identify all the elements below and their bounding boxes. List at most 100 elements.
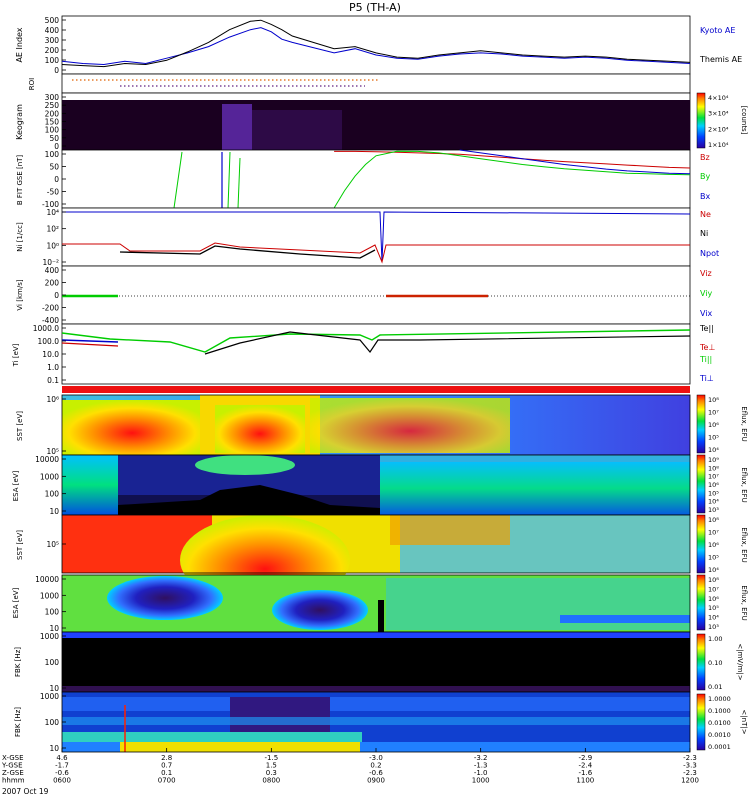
y-tick-label: 10⁵ <box>46 540 59 549</box>
bfit-by-spike-3 <box>237 157 241 209</box>
x-axis-tick-label: 1.5 <box>266 762 277 770</box>
y-tick-label: -100 <box>42 200 59 209</box>
bfit-frame <box>61 149 691 209</box>
colorbar-tick-label: 10⁷ <box>708 409 719 417</box>
ae-series-1 <box>61 19 691 68</box>
sst2-colorbar-unit: Eflux, EFU <box>740 527 748 562</box>
fbk1-bottom-band <box>62 686 690 692</box>
y-tick-label: 0 <box>54 142 59 151</box>
legend-ni: Ni <box>700 229 708 238</box>
y-tick-label: 100.0 <box>38 337 60 346</box>
legend-themis-ae: Themis AE <box>699 55 742 64</box>
x-axis-tick-label: 0.3 <box>266 769 277 777</box>
legend-npot: Npot <box>700 249 719 258</box>
fbk2-ylabel: FBK [Hz] <box>14 707 22 737</box>
y-tick-label: 0 <box>54 66 59 75</box>
fbk1-colorbar-ticks: 1.00 0.10 0.01 <box>708 635 722 691</box>
keogram-colorbar-ticks: 4×10⁴ 3×10⁴ 2×10⁴ 1×10⁴ <box>708 94 729 149</box>
ti-ylabel: Ti [eV] <box>12 343 20 367</box>
y-tick-label: 1000 <box>40 632 59 641</box>
y-tick-label: 200 <box>45 46 60 55</box>
legend-bz: Bz <box>700 153 710 162</box>
colorbar-tick-label: 10⁴ <box>708 614 719 622</box>
legend-tepar: Te|| <box>699 324 714 333</box>
x-axis-tick-label: 0.7 <box>161 762 172 770</box>
colorbar-tick-label: 0.0100 <box>708 719 731 727</box>
fbk2-colorbar-ticks: 1.0000 0.1000 0.0100 0.0010 0.0001 <box>708 695 731 751</box>
colorbar-tick-label: 0.10 <box>708 659 722 667</box>
y-tick-label: -200 <box>42 304 59 313</box>
fbk2-panel: 1000 100 10 FBK [Hz] 1.0000 0.1000 0.0100 0.0… <box>14 691 748 753</box>
x-axis-row-label: Y-GSE <box>1 762 23 770</box>
sst1-band-early <box>62 400 202 455</box>
legend-viy: Viy <box>700 289 713 298</box>
bfit-by-spike-2 <box>227 151 231 209</box>
ti-panel: 1000.0 100.0 10.0 1.0 0.1 Ti [eV] Te|| Te⊥ T… <box>12 323 715 385</box>
vi-frame <box>61 265 691 325</box>
ae-series-group <box>61 19 691 68</box>
colorbar-tick-label: 10⁸ <box>708 396 719 404</box>
colorbar-tick-label: 10⁴ <box>708 446 719 454</box>
y-tick-label: 250 <box>45 101 60 110</box>
legend-teperp: Te⊥ <box>699 343 715 352</box>
x-axis-tick-label: 2.8 <box>161 754 172 762</box>
ti-frame <box>61 323 691 385</box>
colorbar-tick-label: 0.1000 <box>708 707 731 715</box>
esa2-colorbar <box>696 574 706 631</box>
keogram-colorbar <box>696 92 706 149</box>
x-axis-tick-label: -3.0 <box>369 754 383 762</box>
ti-tepar-line <box>204 331 691 355</box>
ni-ylabel: Ni [1/cc] <box>16 222 24 252</box>
sst1-colorbar <box>696 394 706 454</box>
legend-kyoto-ae: Kyoto AE <box>700 26 735 35</box>
ni-frame <box>61 207 691 267</box>
fbk2-colorbar <box>696 693 706 751</box>
y-tick-label: 100 <box>45 490 60 499</box>
keogram-aurora-faint <box>252 110 342 150</box>
esa1-y-ticks: 10000 1000 100 10 <box>35 455 66 516</box>
x-axis-tick-label: -2.3 <box>683 754 697 762</box>
x-axis-tick-label: 0700 <box>158 777 176 785</box>
fbk2-low-band <box>62 732 362 742</box>
fbk2-mid-band <box>62 717 690 725</box>
y-tick-label: 100 <box>45 658 60 667</box>
vi-y-ticks: 400 200 0 -200 -400 <box>42 266 66 325</box>
colorbar-tick-label: 10⁵ <box>708 489 719 497</box>
sst2-colorbar-ticks: 10⁸ 10⁷ 10⁶ 10⁵ 10⁴ <box>708 516 719 574</box>
y-tick-label: 1000 <box>40 692 59 701</box>
y-tick-label: 10² <box>46 225 59 234</box>
ae-ylabel: AE Index <box>15 27 24 62</box>
ni-panel: 10⁴ 10² 10⁰ 10⁻² Ni [1/cc] Ne Ni Npot <box>16 207 719 267</box>
keogram-ylabel: Keogram <box>15 104 24 140</box>
fbk1-top-band <box>62 632 690 638</box>
x-axis-tick-label: 1000 <box>472 777 490 785</box>
y-tick-label: 200 <box>45 279 60 288</box>
colorbar-tick-label: 1×10⁴ <box>708 141 729 149</box>
esa1-late <box>380 462 690 515</box>
y-tick-label: 0.1 <box>47 376 59 385</box>
bfit-series-2 <box>459 149 691 175</box>
x-axis-tick-label: -0.6 <box>55 769 69 777</box>
keogram-colorbar-unit: [counts] <box>740 106 748 135</box>
roi-ylabel: ROI <box>28 78 36 90</box>
vi-panel: 400 200 0 -200 -400 Vi [km/s] Viz Viy Vix <box>16 265 713 325</box>
y-tick-label: 10 <box>49 744 59 753</box>
bfit-series-1 <box>333 150 691 209</box>
bfit-series-group <box>333 149 691 209</box>
y-tick-label: -400 <box>42 316 59 325</box>
fbk2-colorbar-unit: <|nT|> <box>740 709 748 734</box>
ae-series-0 <box>61 27 691 66</box>
legend-by: By <box>700 172 710 181</box>
y-tick-label: 100 <box>45 608 60 617</box>
fbk1-colorbar-unit: <|mV/m|> <box>736 643 744 680</box>
y-tick-label: 300 <box>45 93 60 102</box>
x-axis-tick-label: -3.2 <box>474 754 488 762</box>
sst1-panel: 10⁶ 10⁵ SST [eV] 10⁸ 10⁷ 10⁶ 10⁵ 10⁴ Eflux, E… <box>16 394 748 456</box>
y-tick-label: 0 <box>54 291 59 300</box>
ti-tipar-line <box>61 329 691 353</box>
colorbar-tick-label: 10⁷ <box>708 529 719 537</box>
